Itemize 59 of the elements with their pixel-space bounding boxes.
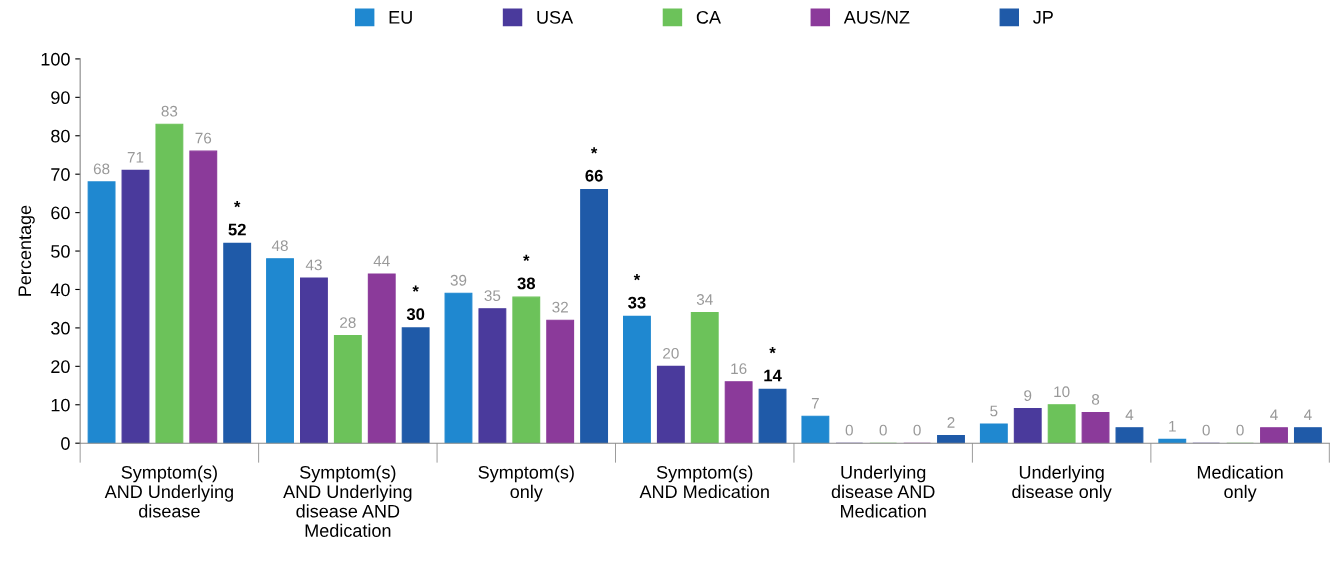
y-axis-title: Percentage <box>18 205 35 296</box>
data-label: 1 <box>1169 421 1176 432</box>
data-label: * 30 <box>406 285 425 321</box>
legend-label: EU <box>389 11 412 24</box>
data-label: 4 <box>1125 409 1134 421</box>
data-label: 32 <box>552 301 568 313</box>
data-label: 0 <box>1202 424 1210 436</box>
data-label: 5 <box>990 405 998 417</box>
data-label: * 33 <box>628 274 646 309</box>
y-tick-label: 50 <box>51 244 70 258</box>
data-label: 83 <box>161 105 178 117</box>
data-label: 8 <box>1091 394 1100 405</box>
data-label: 34 <box>696 294 713 305</box>
data-label: 48 <box>271 240 288 252</box>
data-label: 76 <box>195 132 212 144</box>
legend-label: JP <box>1033 11 1053 24</box>
data-label: 0 <box>913 424 921 436</box>
x-tick-label: Symptom(s) only <box>478 465 574 502</box>
y-tick-label: 60 <box>51 206 70 220</box>
y-tick-label: 40 <box>50 283 70 297</box>
data-label: 44 <box>373 255 390 267</box>
y-tick-label: 100 <box>41 52 70 66</box>
data-label: 35 <box>484 290 501 302</box>
data-label: 2 <box>947 417 955 428</box>
data-label: 0 <box>1236 424 1244 436</box>
x-tick-label: Medication only <box>1197 465 1283 502</box>
data-label: 0 <box>845 424 853 436</box>
data-label: 43 <box>305 259 322 271</box>
x-tick-label: Symptom(s) AND Underlying disease AND Medication <box>283 465 412 538</box>
data-label: * 52 <box>228 201 246 236</box>
legend-label: CA <box>696 10 721 24</box>
data-label: 10 <box>1054 386 1070 398</box>
data-label: 0 <box>879 424 887 436</box>
y-tick-label: 70 <box>51 168 70 181</box>
y-tick-label: 80 <box>51 129 70 143</box>
y-tick-label: 90 <box>51 91 70 105</box>
x-tick-label: Underlying disease AND Medication <box>831 465 935 518</box>
y-tick-label: 10 <box>51 398 70 412</box>
data-label: 4 <box>1304 409 1312 421</box>
x-tick-label: Symptom(s) AND Underlying disease <box>104 465 233 518</box>
data-label: 20 <box>663 347 679 359</box>
y-tick-label: 0 <box>61 437 70 450</box>
x-tick-label: Underlying disease only <box>1012 465 1112 502</box>
y-tick-label: 20 <box>51 360 70 374</box>
data-label: * 38 <box>517 254 536 290</box>
data-label: 7 <box>811 398 819 409</box>
y-tick-label: 30 <box>51 321 70 335</box>
data-label: 28 <box>340 317 356 328</box>
legend-label: AUS/NZ <box>843 10 910 24</box>
data-label: 68 <box>93 163 110 175</box>
data-label: * 66 <box>585 147 603 182</box>
data-label: * 14 <box>764 347 782 382</box>
data-label: 9 <box>1024 390 1032 401</box>
data-label: 4 <box>1270 409 1278 421</box>
data-label: 39 <box>450 274 467 286</box>
data-label: 16 <box>731 363 747 375</box>
legend-label: USA <box>537 10 574 24</box>
data-label: 71 <box>127 152 144 163</box>
x-tick-label: Symptom(s) AND Medication <box>639 465 769 499</box>
